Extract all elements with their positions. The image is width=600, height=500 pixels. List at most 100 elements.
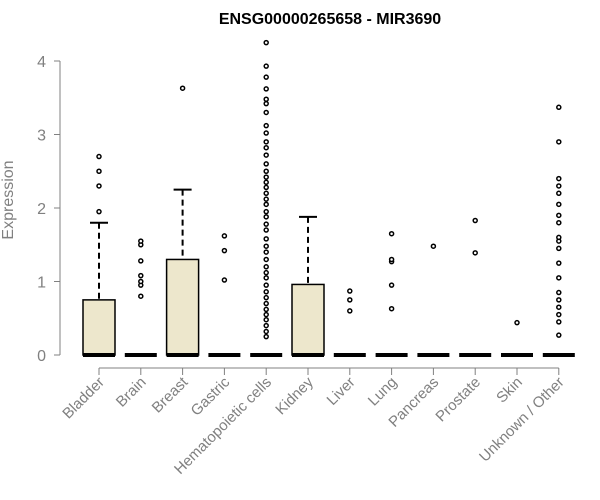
outlier-point — [556, 319, 562, 325]
outlier-point — [263, 306, 269, 313]
outlier-point — [388, 282, 395, 288]
outlier-point — [556, 234, 562, 241]
outlier-point — [556, 175, 562, 182]
x-category-label: Prostate — [432, 374, 484, 426]
x-category-label: Bladder — [59, 374, 108, 423]
outlier-point — [138, 293, 144, 299]
box-group — [208, 233, 241, 357]
outlier-point — [263, 221, 269, 227]
x-category-label: Lung — [365, 374, 401, 410]
outlier-point — [263, 316, 269, 323]
y-tick-label: 4 — [37, 54, 46, 71]
outlier-point — [388, 305, 395, 312]
box-group — [542, 104, 575, 357]
box-group — [250, 39, 283, 357]
y-axis-title: Expression — [0, 160, 17, 239]
outlier-point — [263, 311, 269, 318]
outlier-point — [556, 311, 562, 318]
outlier-point — [263, 196, 269, 202]
outlier-point — [472, 217, 478, 224]
outlier-point — [96, 153, 102, 160]
box-group — [124, 238, 157, 357]
outlier-point — [556, 332, 562, 338]
outlier-point — [96, 183, 102, 189]
outlier-point — [263, 269, 269, 276]
box-group — [459, 217, 492, 357]
y-tick-label: 0 — [37, 348, 46, 365]
outlier-point — [263, 322, 269, 329]
outlier-point — [263, 39, 269, 46]
outlier-point — [263, 190, 269, 197]
outlier-point — [263, 144, 269, 151]
outlier-point — [556, 275, 562, 281]
outlier-point — [263, 130, 269, 136]
outlier-point — [263, 109, 269, 116]
outlier-point — [96, 168, 102, 174]
x-category-label: Liver — [324, 374, 359, 409]
outlier-point — [347, 288, 353, 294]
box-group — [417, 243, 450, 357]
box — [291, 283, 325, 356]
outlier-point — [347, 297, 353, 303]
box-group — [82, 153, 116, 357]
outlier-point — [388, 230, 395, 237]
outlier-point — [263, 96, 269, 102]
outlier-point — [263, 282, 269, 288]
outlier-point — [221, 277, 228, 283]
outlier-point — [263, 243, 269, 249]
outlier-point — [263, 86, 269, 92]
outlier-point — [263, 168, 269, 174]
outlier-point — [263, 289, 269, 295]
outlier-point — [263, 275, 269, 281]
outlier-point — [263, 256, 269, 263]
box — [82, 299, 116, 356]
outlier-point — [263, 122, 269, 129]
outlier-point — [556, 245, 562, 252]
outlier-point — [430, 243, 437, 249]
y-axis: 0 1 2 3 4 — [37, 54, 61, 365]
outlier-point — [263, 174, 269, 180]
outlier-point — [263, 63, 269, 69]
outlier-point — [556, 212, 562, 219]
x-category-label: Breast — [149, 373, 192, 416]
outlier-point — [263, 100, 269, 107]
outlier-point — [221, 233, 228, 239]
outlier-point — [263, 208, 269, 215]
outlier-point — [556, 304, 562, 310]
box-group — [501, 319, 533, 357]
outlier-point — [263, 300, 269, 307]
outlier-point — [179, 85, 186, 91]
outlier-point — [263, 179, 269, 186]
outlier-point — [556, 260, 562, 266]
box — [165, 258, 200, 356]
x-category-label: Skin — [493, 374, 526, 407]
outlier-point — [556, 289, 562, 296]
chart-title: ENSG00000265658 - MIR3690 — [219, 11, 441, 28]
outlier-point — [556, 219, 562, 226]
outlier-point — [388, 256, 395, 263]
y-tick-label: 1 — [37, 275, 46, 292]
y-tick-label: 3 — [37, 128, 46, 145]
outlier-point — [556, 297, 562, 303]
outlier-point — [263, 139, 269, 145]
outlier-point — [263, 236, 269, 242]
outlier-point — [556, 190, 562, 197]
outlier-point — [263, 264, 269, 270]
y-tick-label: 2 — [37, 201, 46, 218]
outlier-point — [263, 201, 269, 208]
outlier-point — [263, 328, 269, 335]
box-group — [165, 85, 200, 357]
x-category-label: Kidney — [272, 373, 317, 418]
outlier-point — [263, 249, 269, 255]
outlier-point — [514, 319, 520, 326]
boxes-layer — [82, 39, 575, 357]
outlier-point — [221, 247, 228, 254]
outlier-point — [556, 201, 562, 208]
outlier-point — [138, 238, 144, 244]
outlier-point — [96, 208, 102, 215]
outlier-point — [263, 294, 269, 301]
outlier-point — [263, 161, 269, 167]
outlier-point — [263, 333, 269, 340]
